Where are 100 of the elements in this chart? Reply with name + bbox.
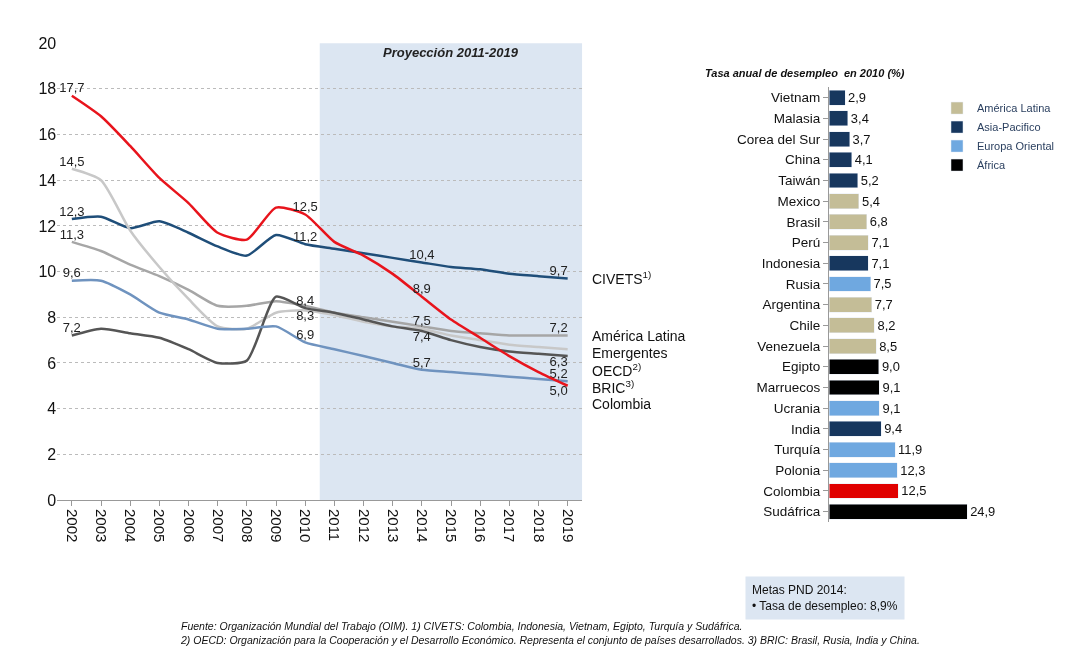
data-label: 3,7	[852, 131, 871, 147]
y-tick-label: 0	[47, 491, 57, 509]
bar	[829, 214, 867, 230]
y-tick-label: Egipto	[782, 359, 821, 375]
data-label: 5,2	[860, 172, 879, 188]
data-label: 9,1	[882, 400, 901, 416]
data-label: 12,5	[292, 199, 318, 215]
legend-label: Europa Oriental	[977, 140, 1055, 153]
series-label: Colombia	[592, 396, 652, 412]
y-tick-label: Vietnam	[771, 90, 821, 106]
legend-label: África	[977, 159, 1006, 172]
series-label: OECD$^{2)}$	[592, 361, 642, 379]
y-tick-label: Turquía	[774, 442, 821, 458]
data-label: 2,9	[848, 90, 867, 106]
bar	[829, 462, 898, 478]
y-tick-label: 10	[38, 263, 57, 281]
y-tick-label: Mexico	[777, 193, 821, 209]
data-label: 6,3	[549, 353, 568, 369]
data-label: 9,6	[62, 265, 81, 281]
data-label: 7,1	[871, 255, 890, 271]
data-label: 8,2	[877, 317, 896, 333]
data-label: 24,9	[970, 504, 996, 520]
x-tick-label: 2013	[384, 508, 402, 543]
x-tick-label: 2009	[268, 508, 286, 543]
y-tick-label: Colombia	[763, 483, 821, 499]
y-tick-label: Corea del Sur	[737, 131, 821, 147]
x-tick-label: 2010	[297, 508, 315, 543]
data-label: 7,2	[62, 320, 81, 336]
series-label: CIVETS$^{1)}$	[592, 269, 652, 287]
bar	[829, 296, 872, 313]
data-label: 8,3	[296, 308, 315, 324]
bar	[829, 338, 877, 354]
data-label: 12,3	[59, 203, 85, 219]
x-tick-label: 2008	[238, 508, 256, 543]
bar	[829, 379, 880, 396]
x-tick-label: 2018	[530, 508, 548, 543]
legend-label: Asia-Pacifico	[977, 121, 1041, 134]
legend-label: América Latina	[977, 102, 1052, 115]
data-label: 9,1	[882, 379, 901, 395]
x-tick-label: 2012	[355, 508, 373, 543]
y-tick-label: 6	[47, 354, 57, 372]
data-label: 7,2	[549, 320, 568, 336]
y-tick-label: China	[785, 152, 821, 168]
y-tick-label: Venezuela	[757, 338, 821, 354]
data-label: 17,7	[59, 80, 85, 96]
data-label: 9,4	[884, 421, 903, 437]
x-tick-label: 2016	[472, 508, 490, 543]
data-label: 12,3	[900, 462, 926, 478]
y-tick-label: Marruecos	[756, 380, 821, 396]
data-label: 7,5	[412, 313, 431, 329]
x-tick-label: 2011	[326, 508, 344, 542]
data-label: 6,8	[869, 214, 888, 230]
data-label: 7,5	[873, 276, 892, 292]
data-label: 9,7	[549, 263, 568, 279]
x-tick-label: 2005	[151, 508, 169, 543]
bar	[829, 441, 896, 458]
y-tick-label: 14	[38, 171, 57, 189]
y-tick-label: 8	[47, 308, 57, 326]
y-tick-label: Polonia	[775, 462, 821, 478]
data-label: 11,2	[293, 228, 318, 244]
y-tick-label: Argentina	[762, 297, 821, 313]
y-tick-label: 12	[38, 217, 57, 235]
data-label: 5,0	[549, 383, 568, 399]
bar	[829, 421, 882, 437]
y-tick-label: Malasia	[773, 111, 821, 127]
y-tick-label: Indonesia	[761, 255, 821, 271]
band-label: Proyección 2011-2019	[383, 45, 519, 60]
bar	[829, 317, 875, 334]
data-label: 7,1	[871, 235, 890, 251]
y-tick-label: Chile	[789, 318, 821, 334]
y-tick-label: 18	[38, 80, 57, 98]
data-label: 7,7	[874, 297, 893, 313]
x-tick-label: 2015	[443, 508, 461, 543]
data-label: 8,4	[296, 292, 315, 308]
x-tick-label: 2006	[180, 508, 198, 543]
y-tick-label: 20	[38, 34, 57, 52]
data-label: 3,4	[850, 110, 869, 126]
y-tick-label: India	[791, 421, 821, 437]
data-label: 9,0	[881, 359, 900, 375]
bar	[829, 400, 880, 416]
bar	[829, 276, 871, 292]
x-tick-label: 2014	[413, 508, 431, 543]
bar	[829, 110, 849, 127]
text: Metas PND 2014: • Tasa de desempleo: 8,9%	[752, 583, 898, 613]
chart-title: Tasa anual de desempleo en 2010 (%)	[705, 67, 905, 79]
bar	[829, 483, 899, 499]
data-label: 7,4	[412, 328, 431, 344]
bar	[829, 255, 869, 271]
data-label: 11,3	[59, 226, 84, 242]
y-tick-label: Perú	[791, 235, 821, 251]
bar	[829, 193, 860, 209]
data-label: 8,5	[879, 338, 898, 354]
series-label: BRIC$^{3)}$	[592, 378, 635, 396]
data-label: 12,5	[901, 483, 927, 499]
bar	[829, 89, 846, 106]
x-tick-label: 2004	[122, 508, 140, 543]
data-label: 4,1	[854, 152, 873, 168]
y-tick-label: 16	[38, 126, 57, 144]
series-label: América Latina	[592, 328, 686, 344]
data-label: 5,4	[861, 193, 880, 209]
